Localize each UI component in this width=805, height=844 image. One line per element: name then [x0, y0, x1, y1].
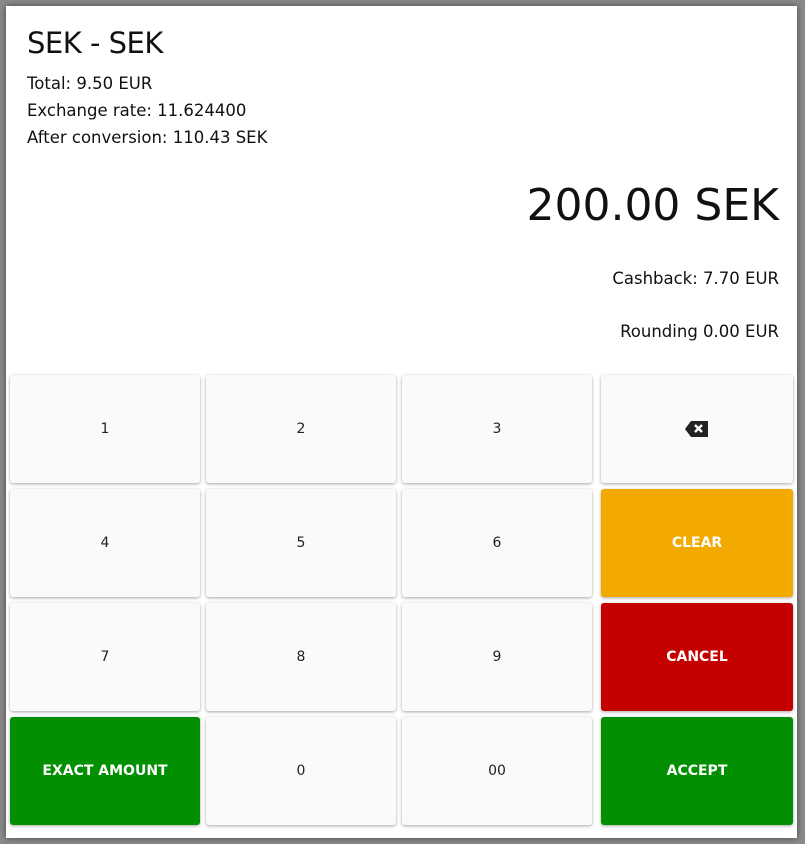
backspace-button[interactable] [601, 375, 793, 483]
backspace-icon [685, 421, 708, 437]
clear-button[interactable]: CLEAR [601, 489, 793, 597]
after-conversion-label: After conversion: 110.43 SEK [27, 128, 268, 147]
rounding-label: Rounding 0.00 EUR [620, 322, 779, 341]
cashback-label: Cashback: 7.70 EUR [612, 269, 779, 288]
key-1[interactable]: 1 [10, 375, 200, 483]
exact-amount-button[interactable]: EXACT AMOUNT [10, 717, 200, 825]
key-7[interactable]: 7 [10, 603, 200, 711]
accept-button[interactable]: ACCEPT [601, 717, 793, 825]
key-2[interactable]: 2 [206, 375, 396, 483]
key-5[interactable]: 5 [206, 489, 396, 597]
key-6[interactable]: 6 [402, 489, 592, 597]
total-label: Total: 9.50 EUR [27, 74, 153, 93]
cancel-button[interactable]: CANCEL [601, 603, 793, 711]
amount-display: 200.00 SEK [526, 180, 779, 231]
key-0[interactable]: 0 [206, 717, 396, 825]
dialog-title: SEK - SEK [27, 26, 163, 60]
key-8[interactable]: 8 [206, 603, 396, 711]
key-9[interactable]: 9 [402, 603, 592, 711]
exchange-rate-label: Exchange rate: 11.624400 [27, 101, 247, 120]
key-3[interactable]: 3 [402, 375, 592, 483]
key-00[interactable]: 00 [402, 717, 592, 825]
key-4[interactable]: 4 [10, 489, 200, 597]
